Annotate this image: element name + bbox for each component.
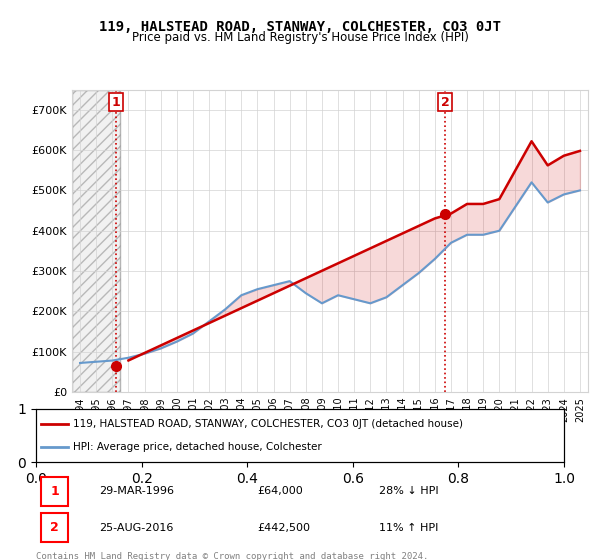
Text: HPI: Average price, detached house, Colchester: HPI: Average price, detached house, Colc… (73, 442, 322, 452)
Text: 119, HALSTEAD ROAD, STANWAY, COLCHESTER, CO3 0JT (detached house): 119, HALSTEAD ROAD, STANWAY, COLCHESTER,… (73, 419, 463, 429)
Text: Contains HM Land Registry data © Crown copyright and database right 2024.
This d: Contains HM Land Registry data © Crown c… (36, 552, 428, 560)
Text: 2: 2 (50, 521, 59, 534)
Text: 119, HALSTEAD ROAD, STANWAY, COLCHESTER, CO3 0JT: 119, HALSTEAD ROAD, STANWAY, COLCHESTER,… (99, 20, 501, 34)
Text: 1: 1 (50, 485, 59, 498)
Text: Price paid vs. HM Land Registry's House Price Index (HPI): Price paid vs. HM Land Registry's House … (131, 31, 469, 44)
Bar (72, 90, 121, 392)
FancyBboxPatch shape (41, 513, 68, 542)
Text: 1: 1 (112, 96, 121, 109)
Text: £442,500: £442,500 (258, 523, 311, 533)
FancyBboxPatch shape (41, 477, 68, 506)
Text: 2: 2 (441, 96, 449, 109)
Text: 25-AUG-2016: 25-AUG-2016 (100, 523, 174, 533)
Text: 29-MAR-1996: 29-MAR-1996 (100, 487, 175, 496)
Text: £64,000: £64,000 (258, 487, 304, 496)
Text: 28% ↓ HPI: 28% ↓ HPI (379, 487, 439, 496)
Text: 11% ↑ HPI: 11% ↑ HPI (379, 523, 439, 533)
Bar (72, 90, 121, 392)
